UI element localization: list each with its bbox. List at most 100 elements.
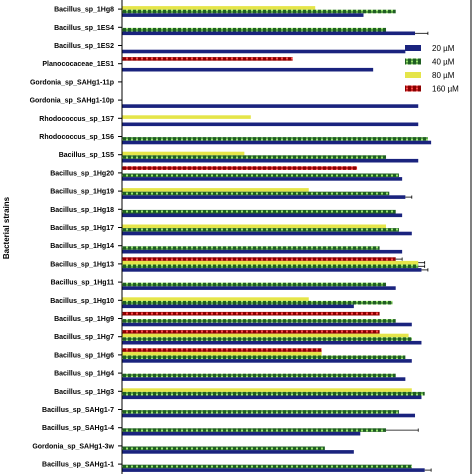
bar	[122, 297, 309, 301]
bar	[122, 391, 425, 396]
y-tick-label: Bacillus_sp_1Hg13	[50, 261, 114, 268]
bar	[122, 209, 396, 214]
y-tick-label: Bacillus_sp_1Hg9	[54, 316, 114, 323]
y-tick-label: Gordonia_sp_SAHg1-10p	[30, 98, 114, 105]
bar	[122, 137, 428, 141]
bar	[122, 464, 412, 469]
y-axis-title: Bacterial strains	[2, 196, 11, 259]
bar	[122, 158, 419, 163]
y-tick-label: Bacillus_sp_SAHg1-7	[42, 407, 114, 414]
y-tick-label: Bacillus_sp_1ES4	[54, 25, 114, 32]
legend-label: 160 µM	[432, 85, 459, 94]
y-axis-ticks: Bacillus_sp_1Hg8 Bacillus_sp_1ES4 Bacillus…	[30, 7, 122, 469]
bar	[122, 31, 416, 36]
y-tick-label: Gordonia_sp_SAHg1-11p	[30, 79, 114, 86]
bar	[122, 155, 387, 159]
bar	[122, 195, 406, 199]
y-tick-label: Bacillus_sp_1Hg14	[50, 243, 114, 250]
bar	[122, 373, 396, 378]
bar	[122, 319, 396, 323]
bar	[122, 333, 409, 338]
y-tick-label: Bacillus_sp_SAHg1-4	[42, 425, 114, 432]
bar	[122, 282, 387, 287]
bar	[122, 388, 412, 392]
y-tick-label: Bacillus_sp_1Hg11	[51, 280, 115, 287]
bar	[122, 257, 396, 261]
bar	[122, 115, 251, 119]
bar	[122, 122, 419, 127]
bar	[122, 224, 387, 229]
bar	[122, 27, 387, 32]
bar	[122, 377, 406, 381]
y-tick-label: Planococaceae_1ES1	[42, 61, 114, 68]
legend-swatch	[405, 72, 421, 78]
y-tick-label: Bacillus_sp_1Hg19	[50, 189, 114, 196]
bar	[122, 450, 354, 454]
bar	[122, 300, 393, 305]
bar	[122, 428, 387, 432]
y-tick-label: Bacillus_sp_1Hg4	[54, 371, 114, 378]
y-tick-label: Bacillus_sp_1Hg18	[50, 207, 114, 214]
y-tick-label: Bacillus_sp_SAHg1-1	[42, 462, 114, 469]
bar	[122, 322, 412, 327]
bar	[122, 173, 399, 178]
bar	[122, 311, 380, 316]
legend-label: 80 µM	[432, 71, 455, 80]
y-tick-label: Bacillus_sp_1Hg8	[54, 7, 114, 14]
bar	[122, 213, 403, 218]
bar	[122, 249, 403, 254]
y-tick-label: Gordonia_sp_SAHg1-3w	[32, 443, 114, 450]
bar	[122, 140, 432, 145]
bar	[122, 286, 396, 290]
bar	[122, 330, 380, 334]
bar	[122, 260, 419, 265]
bar	[122, 151, 245, 156]
bar	[122, 57, 293, 61]
legend-swatch	[405, 58, 421, 65]
bar	[122, 104, 419, 108]
y-tick-label: Bacillus_sp_1Hg20	[50, 170, 114, 177]
bar	[122, 67, 374, 72]
legend-swatch	[405, 45, 421, 51]
bar	[122, 9, 396, 14]
y-tick-label: Rhodococcus_sp_1S7	[39, 116, 114, 123]
bar	[122, 188, 309, 192]
legend: 20 µM 40 µM 80 µM 160 µM	[405, 44, 459, 94]
y-tick-label: Bacillus_sp_1Hg17	[50, 225, 114, 232]
bar	[122, 468, 425, 472]
y-tick-label: Bacillus_sp_1ES2	[54, 43, 114, 50]
bar	[122, 49, 406, 54]
y-tick-label: Bacillus_sp_1S5	[59, 152, 114, 159]
bar	[122, 228, 399, 232]
legend-label: 40 µM	[432, 58, 455, 67]
bar	[122, 337, 412, 341]
bar	[122, 340, 422, 345]
bar	[122, 355, 406, 360]
bar	[122, 431, 361, 436]
y-tick-label: Bacillus_sp_1Hg3	[54, 389, 114, 396]
bar	[122, 246, 380, 250]
bar	[122, 13, 364, 17]
bars-layer	[122, 6, 432, 472]
bar	[122, 166, 358, 170]
y-tick-label: Bacillus_sp_1Hg6	[54, 352, 114, 359]
legend-swatch	[405, 85, 421, 92]
bar	[122, 304, 354, 309]
bar	[122, 351, 322, 356]
bar	[122, 191, 390, 196]
bar	[122, 413, 416, 418]
y-tick-label: Bacillus_sp_1Hg10	[50, 298, 114, 305]
bar	[122, 231, 412, 236]
y-tick-label: Rhodococcus_sp_1S6	[39, 134, 114, 141]
y-tick-label: Bacillus_sp_1Hg7	[54, 334, 114, 341]
bar	[122, 359, 412, 363]
bar	[122, 348, 322, 352]
bar	[122, 268, 422, 272]
bar	[122, 177, 403, 181]
error-bars-layer	[386, 31, 432, 472]
bar	[122, 410, 399, 414]
bar	[122, 446, 325, 451]
bar	[122, 264, 419, 269]
bar	[122, 395, 422, 400]
